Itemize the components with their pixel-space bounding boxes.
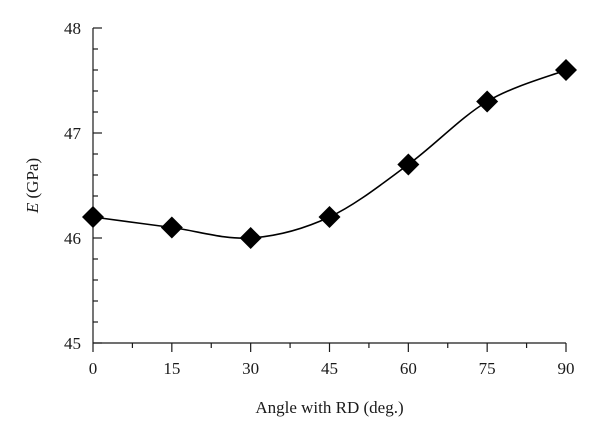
- y-tick-label: 45: [64, 334, 81, 353]
- y-tick-label: 48: [64, 19, 81, 38]
- data-point-marker: [82, 206, 104, 228]
- data-point-marker: [318, 206, 341, 228]
- x-tick-label: 90: [558, 359, 575, 378]
- data-point-marker: [239, 227, 262, 249]
- y-axis-label-unit: (GPa): [23, 158, 42, 203]
- x-tick-label: 60: [400, 359, 417, 378]
- y-tick-label: 46: [64, 229, 81, 248]
- data-point-marker: [555, 59, 577, 81]
- x-axis-label: Angle with RD (deg.): [255, 398, 403, 417]
- data-markers: [82, 59, 577, 249]
- data-point-marker: [397, 153, 420, 176]
- y-ticks: 45 46 47 48: [64, 19, 102, 353]
- x-tick-label: 0: [89, 359, 98, 378]
- y-axis-label: E (GPa): [23, 158, 42, 214]
- x-tick-label: 15: [163, 359, 180, 378]
- x-tick-label: 75: [479, 359, 496, 378]
- y-axis-label-symbol: E: [23, 202, 42, 214]
- data-point-marker: [476, 90, 499, 113]
- x-tick-label: 30: [242, 359, 259, 378]
- x-tick-label: 45: [321, 359, 338, 378]
- y-tick-label: 47: [64, 124, 82, 143]
- data-point-marker: [160, 216, 183, 239]
- axes: 0 15 30 45 60 75 90 45 46 47 48: [64, 19, 575, 378]
- x-ticks: 0 15 30 45 60 75 90: [89, 343, 575, 378]
